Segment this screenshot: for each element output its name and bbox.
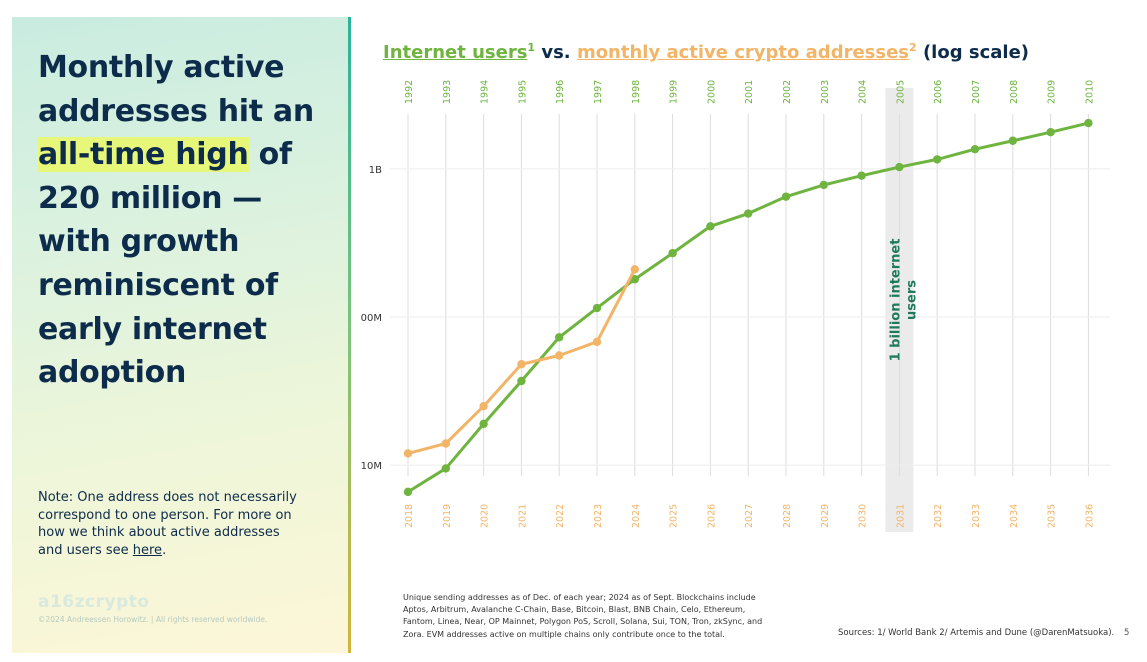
top-year-label: 2006 [933,80,944,104]
internet-users-point [744,209,753,218]
y-tick-label: 100M [360,313,382,324]
note-text: Note: One address does not necessarily c… [38,490,297,558]
bottom-year-label: 2035 [1047,504,1058,528]
internet-users-point [441,464,450,473]
internet-users-point [819,180,828,190]
top-year-label: 1999 [669,80,680,104]
title-sup-2: 2 [909,41,917,54]
crypto-addresses-point [592,337,602,347]
bottom-year-label: 2028 [782,504,793,528]
internet-users-point [895,162,904,172]
brand-logo: a16zcrypto [38,592,150,612]
top-year-label: 1998 [631,80,642,104]
crypto-addresses-point [630,265,639,274]
internet-users-point [706,222,715,231]
footnote: Unique sending addresses as of Dec. of e… [403,593,763,639]
top-year-label: 2007 [971,80,982,104]
chart: 10M 100M 1B 1992 1993 1994 1995 1996 1997 1998 199… [360,80,1111,532]
internet-users-point [668,248,677,258]
chart-title: Internet users1 vs. monthly active crypt… [383,41,1029,63]
title-crypto: monthly active crypto addresses [576,42,910,63]
internet-users-point [403,487,413,497]
title-log-scale: (log scale) [922,42,1030,63]
note: Note: One address does not necessarily c… [38,489,308,559]
top-year-label: 2000 [706,80,717,104]
internet-users-point [517,376,526,386]
headline: Monthly active addresses hit an all-time… [38,46,328,395]
internet-users-point [1046,128,1055,137]
y-tick-label: 1B [369,165,382,176]
bottom-year-label: 2034 [1009,504,1020,528]
crypto-addresses-point [479,402,488,411]
bottom-year-label: 2025 [669,504,680,528]
headline-post: of 220 million — with growth reminiscent… [38,137,292,391]
note-link[interactable]: here [132,542,163,558]
top-year-label: 1995 [517,80,528,104]
copyright: ©2024 Andreessen Horowitz. | All rights … [38,615,268,624]
annotation-1b-users: 1 billion internetusers [888,239,919,362]
bottom-year-label: 2030 [858,504,869,528]
top-year-label: 2004 [858,80,869,104]
top-year-label: 1997 [593,80,604,104]
internet-users-point [933,155,942,164]
bottom-year-label: 2022 [555,504,566,528]
title-internet-users: Internet users [383,42,528,63]
crypto-addresses-point [403,449,413,458]
crypto-addresses-point [441,439,450,448]
bottom-year-label: 2024 [631,504,642,528]
bottom-year-label: 2019 [442,504,453,528]
top-year-label: 1996 [555,80,566,104]
bottom-year-label: 2031 [895,504,906,528]
bottom-year-label: 2023 [593,504,604,528]
top-year-label: 1992 [404,80,415,104]
bottom-year-label: 2036 [1084,504,1095,528]
page-number: 5 [1124,628,1130,638]
bottom-year-label: 2020 [480,504,491,528]
top-year-label: 2005 [895,80,906,104]
top-year-label: 1993 [442,80,453,104]
internet-users-point [479,419,488,429]
top-year-label: 2008 [1009,80,1020,104]
internet-users-point [1008,136,1017,145]
internet-users-point [1084,118,1093,128]
headline-pre: Monthly active addresses hit an [38,50,314,129]
title-vs: vs. [541,42,571,63]
top-year-label: 2001 [744,80,755,104]
bottom-year-label: 2026 [706,504,717,528]
headline-highlight: all-time high [38,137,249,173]
internet-users-point [970,144,980,154]
internet-users-point [555,333,564,342]
crypto-addresses-point [517,360,526,369]
internet-users-point [630,275,639,284]
bottom-year-label: 2032 [933,504,944,528]
crypto-addresses-point [555,351,564,360]
bottom-year-label: 2027 [744,504,755,528]
internet-users-point [592,303,602,313]
top-year-label: 2002 [782,80,793,104]
title-sup-1: 1 [527,41,536,54]
left-panel [12,17,348,653]
internet-users-point [781,192,791,201]
top-year-label: 2009 [1047,80,1058,104]
bottom-year-label: 2021 [517,504,528,528]
top-year-label: 1994 [480,80,491,104]
top-year-label: 2010 [1084,80,1095,104]
sources: Sources: 1/ World Bank 2/ Artemis and Du… [838,628,1115,638]
bottom-year-label: 2033 [971,504,982,528]
y-tick-label: 10M [361,461,382,472]
divider [348,17,351,653]
bottom-year-label: 2018 [404,504,415,528]
bottom-year-label: 2029 [820,504,831,528]
note-end: . [162,542,167,558]
top-year-label: 2003 [820,80,831,104]
internet-users-point [857,171,866,180]
